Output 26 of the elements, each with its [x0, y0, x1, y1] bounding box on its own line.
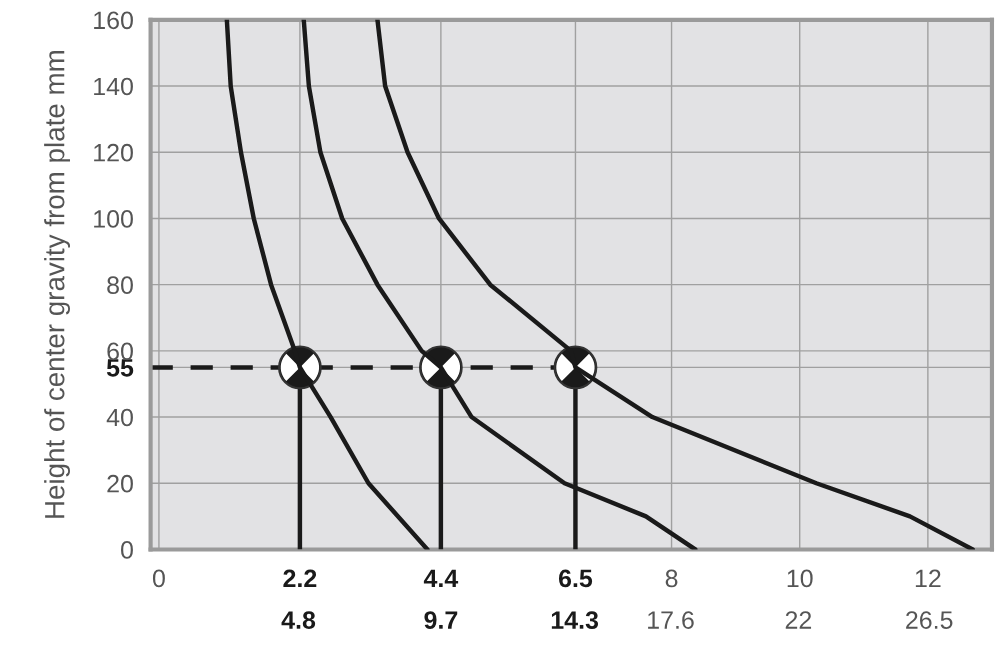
- x2-tick-label: 14.3: [551, 611, 599, 629]
- x-tick-label: 2.2: [283, 569, 317, 588]
- x-tick-label: 6.5: [558, 569, 593, 588]
- x2-tick-label: 26.5: [906, 611, 953, 629]
- y-tick-label: 55: [106, 359, 134, 377]
- y-axis-title: Height of center gravity from plate mm: [44, 51, 70, 518]
- y-tick-label: 80: [107, 276, 133, 294]
- line-series: [301, 19, 698, 550]
- x2-tick-label: 4.8: [281, 611, 316, 629]
- y-tick-label: 120: [94, 143, 133, 162]
- line-series: [224, 19, 430, 550]
- y-tick-label: 20: [107, 474, 133, 493]
- line-series: [375, 19, 975, 550]
- x-tick-label: 8: [665, 569, 678, 588]
- y-tick-label: 100: [94, 210, 133, 228]
- x-tick-label: 10: [787, 569, 813, 588]
- x-tick-label: 12: [915, 569, 941, 588]
- x-tick-label: 0: [152, 569, 165, 588]
- x-tick-label: 4.4: [423, 569, 459, 588]
- x2-tick-label: 17.6: [648, 611, 694, 629]
- y-tick-label: 160: [94, 11, 133, 30]
- y-tick-label: 0: [121, 541, 133, 559]
- y-tick-label: 40: [106, 408, 133, 427]
- x2-tick-label: 22: [785, 611, 812, 629]
- x2-tick-label: 9.7: [424, 611, 458, 629]
- y-tick-label: 140: [94, 77, 133, 96]
